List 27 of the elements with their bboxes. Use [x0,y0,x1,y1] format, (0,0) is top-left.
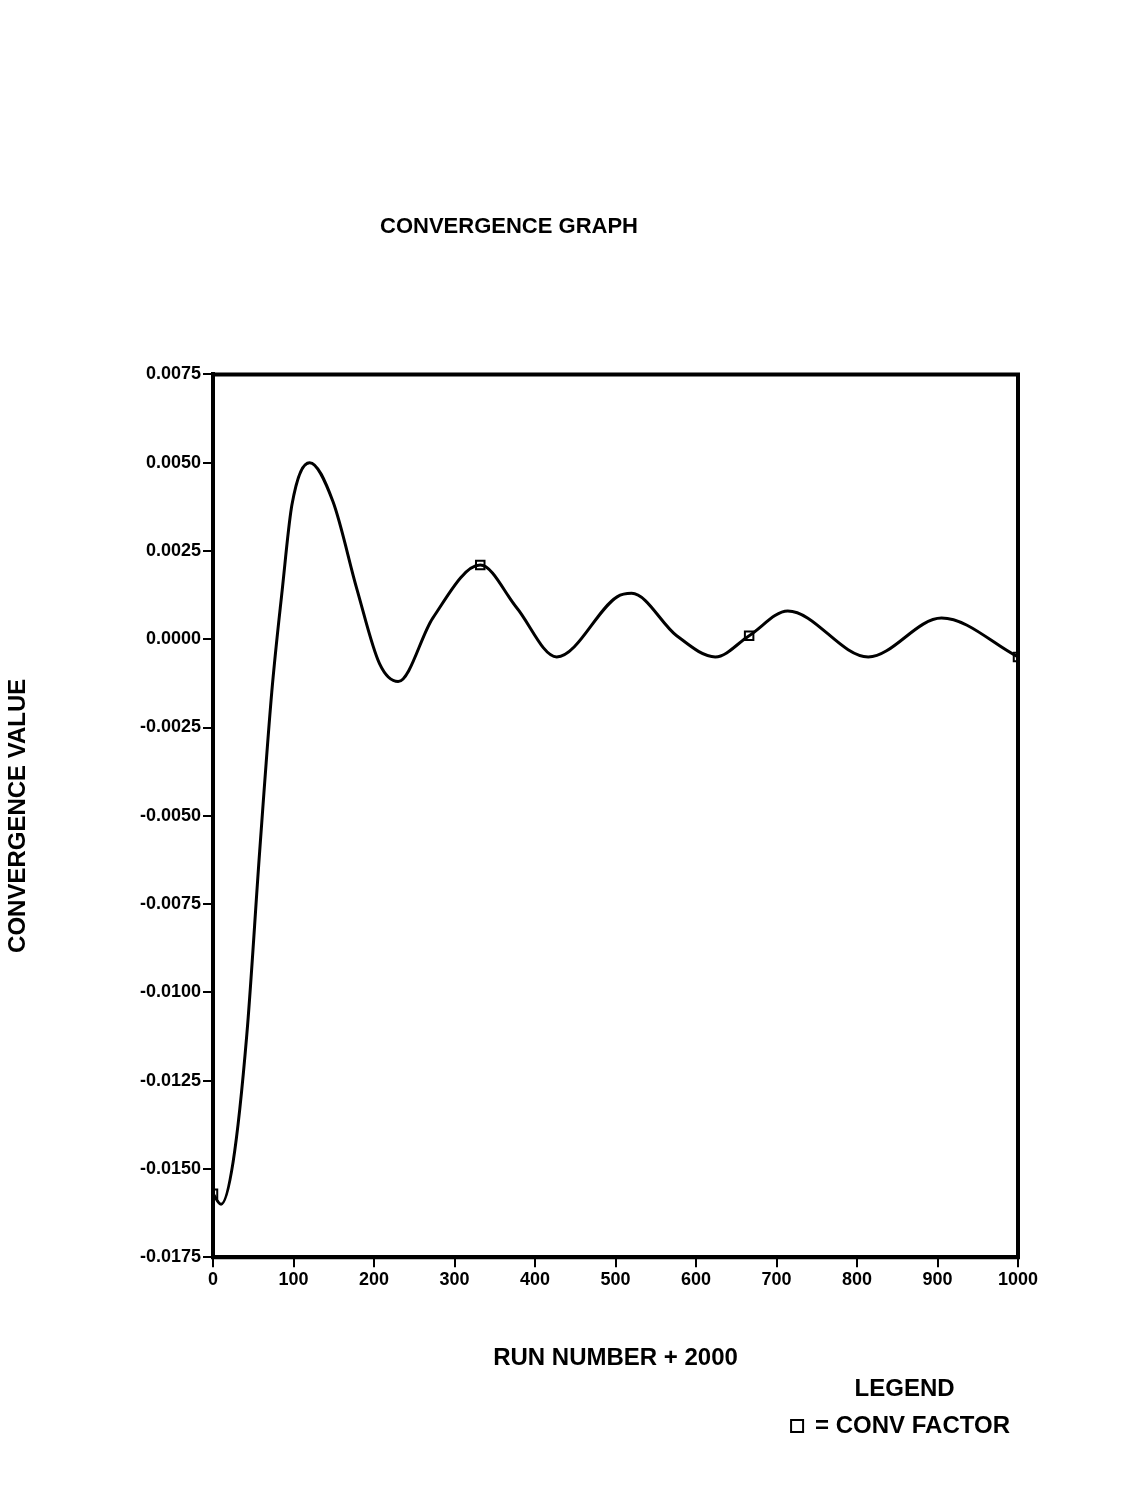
x-axis-title: RUN NUMBER + 2000 [493,1343,738,1371]
legend-label: = CONV FACTOR [815,1410,1010,1438]
y-tick-label: -0.0050 [139,804,201,825]
x-tick-label: 900 [922,1268,953,1289]
y-tick-label: -0.0125 [139,1069,201,1090]
x-tick-label: 100 [278,1268,309,1289]
y-tick-label: -0.0175 [139,1246,201,1267]
y-tick-label: 0.0025 [145,539,201,560]
y-tick-label: -0.0100 [139,981,201,1002]
x-tick-label: 300 [439,1268,470,1289]
legend-title: LEGEND [854,1373,955,1401]
y-axis-title: CONVERGENCE VALUE [3,678,31,953]
y-tick-label: -0.0075 [139,893,201,914]
x-tick-label: 1000 [997,1268,1039,1289]
x-tick-label: 500 [600,1268,631,1289]
x-tick-label: 0 [207,1268,219,1289]
y-tick-label: -0.0025 [139,716,201,737]
x-tick-label: 800 [841,1268,873,1289]
y-tick-label: 0.0050 [145,451,201,472]
y-tick-label: 0.0075 [145,363,201,384]
y-tick-label: 0.0000 [145,628,201,649]
y-tick-label: -0.0150 [139,1157,201,1178]
x-tick-label: 200 [358,1268,390,1289]
chart-title: CONVERGENCE GRAPH [380,213,638,239]
x-tick-label: 400 [519,1268,551,1289]
x-tick-label: 700 [761,1268,792,1289]
x-tick-label: 600 [680,1268,712,1289]
